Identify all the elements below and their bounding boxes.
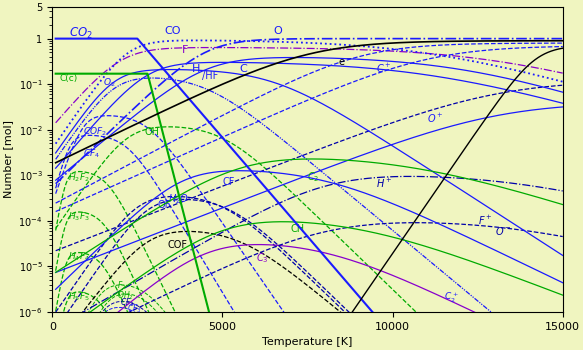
Text: e$^-$: e$^-$ [338,57,353,68]
Y-axis label: Number [mol]: Number [mol] [3,120,13,198]
Text: $CF_4$: $CF_4$ [83,147,100,160]
X-axis label: Temperature [K]: Temperature [K] [262,337,353,347]
Text: CF: CF [222,177,235,187]
Text: OF: OF [158,200,171,210]
Text: $O^+$: $O^+$ [427,112,443,125]
Text: O: O [273,26,282,36]
Text: /HF: /HF [202,71,218,81]
Text: $CO_2$: $CO_2$ [69,26,93,41]
Text: F: F [181,46,188,55]
Text: $H_3F_3$: $H_3F_3$ [68,211,89,224]
Text: $COF_2$: $COF_2$ [83,126,107,138]
Text: C(c): C(c) [59,75,78,84]
Text: $F^+$: $F^+$ [477,214,492,228]
Text: CH: CH [290,224,304,234]
Text: $C^+$: $C^+$ [375,62,391,75]
Text: $C_2$: $C_2$ [307,170,320,184]
Text: H: H [192,64,200,74]
Text: $C_3$: $C_3$ [257,251,269,265]
Text: $O^-$: $O^-$ [494,225,511,237]
Text: $O_2$: $O_2$ [103,76,116,89]
Text: $C_2^+$: $C_2^+$ [444,291,458,305]
Text: OH: OH [144,127,159,137]
Text: $H_4F_4$: $H_4F_4$ [68,251,89,263]
Text: $H_2O$: $H_2O$ [168,192,189,206]
Text: $CF_3$: $CF_3$ [127,302,142,315]
Text: CO: CO [164,26,181,36]
Text: $H^+$: $H^+$ [375,177,392,190]
Text: $CF_2$: $CF_2$ [120,296,135,309]
Text: $H_2F_2$: $H_2F_2$ [68,171,89,184]
Text: $F_2$: $F_2$ [117,279,126,292]
Text: C: C [240,64,247,74]
Text: COF: COF [168,240,188,250]
Text: $OH_2$: $OH_2$ [117,289,134,302]
Text: $H_5F_5$: $H_5F_5$ [68,290,89,303]
